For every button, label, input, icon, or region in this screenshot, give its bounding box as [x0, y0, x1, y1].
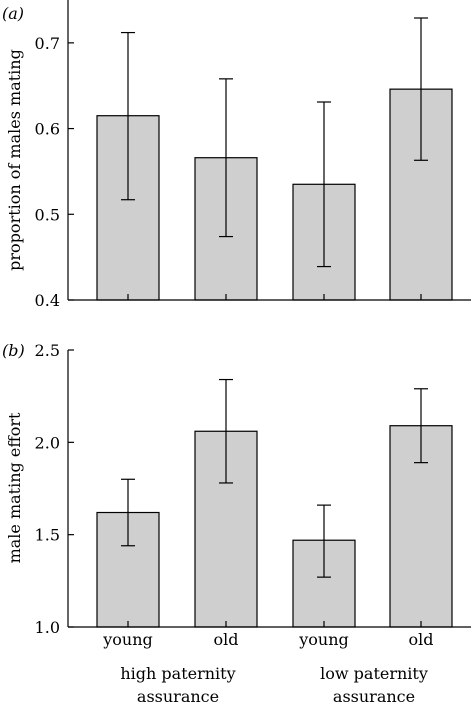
- panel-a-y-tick-label-4: 0.7: [35, 34, 60, 53]
- panel-b-y-axis-label: male mating effort: [5, 412, 24, 563]
- panel-b-error-bar-1: [121, 478, 135, 547]
- panel-a-y-tick-label-2: 0.5: [35, 205, 60, 224]
- category-label-2: old: [214, 630, 239, 649]
- panel-a-y-tick-label-3: 0.6: [35, 120, 60, 139]
- category-label-4: old: [409, 630, 434, 649]
- panel-a-error-bar-3: [317, 101, 331, 268]
- category-labels: young old young old: [102, 630, 433, 649]
- panel-b-marks: [96, 378, 453, 628]
- category-label-1: young: [102, 630, 153, 649]
- panel-a-y-axis-label: proportion of males mating: [5, 49, 24, 271]
- panel-a-error-bar-2: [219, 78, 233, 238]
- group-label-high-line2: assurance: [137, 687, 219, 706]
- panel-b: (b) male mating effort 1.0 1.5 2.0 2.5: [2, 341, 471, 637]
- group-labels: high paternity assurance low paternity a…: [120, 664, 428, 706]
- panel-b-axis: 1.0 1.5 2.0 2.5: [35, 341, 471, 637]
- group-label-high-line1: high paternity: [120, 664, 235, 683]
- group-label-low-line2: assurance: [333, 687, 415, 706]
- group-label-low-line1: low paternity: [320, 664, 428, 683]
- panel-b-y-tick-label-3: 2.0: [35, 433, 60, 452]
- panel-b-y-tick-label-4: 2.5: [35, 341, 60, 360]
- panel-b-error-bar-2: [219, 378, 233, 484]
- panel-a-axis: 0.4 0.5 0.6 0.7: [35, 0, 471, 310]
- category-label-3: young: [298, 630, 349, 649]
- panel-b-y-tick-label-2: 1.5: [35, 526, 60, 545]
- panel-a-error-bar-4: [414, 17, 428, 161]
- panel-b-y-tick-label-1: 1.0: [35, 618, 60, 637]
- panel-b-error-bar-3: [317, 504, 331, 578]
- panel-a: (a) proportion of males mating 0.4 0.5 0.6…: [2, 0, 471, 310]
- panel-a-error-bar-1: [121, 31, 135, 201]
- panel-a-y-tick-label-1: 0.4: [35, 291, 60, 310]
- panel-b-error-bar-4: [414, 388, 428, 464]
- panel-b-label: (b): [2, 341, 25, 360]
- panel-a-label: (a): [2, 4, 24, 23]
- panel-a-marks: [96, 17, 453, 301]
